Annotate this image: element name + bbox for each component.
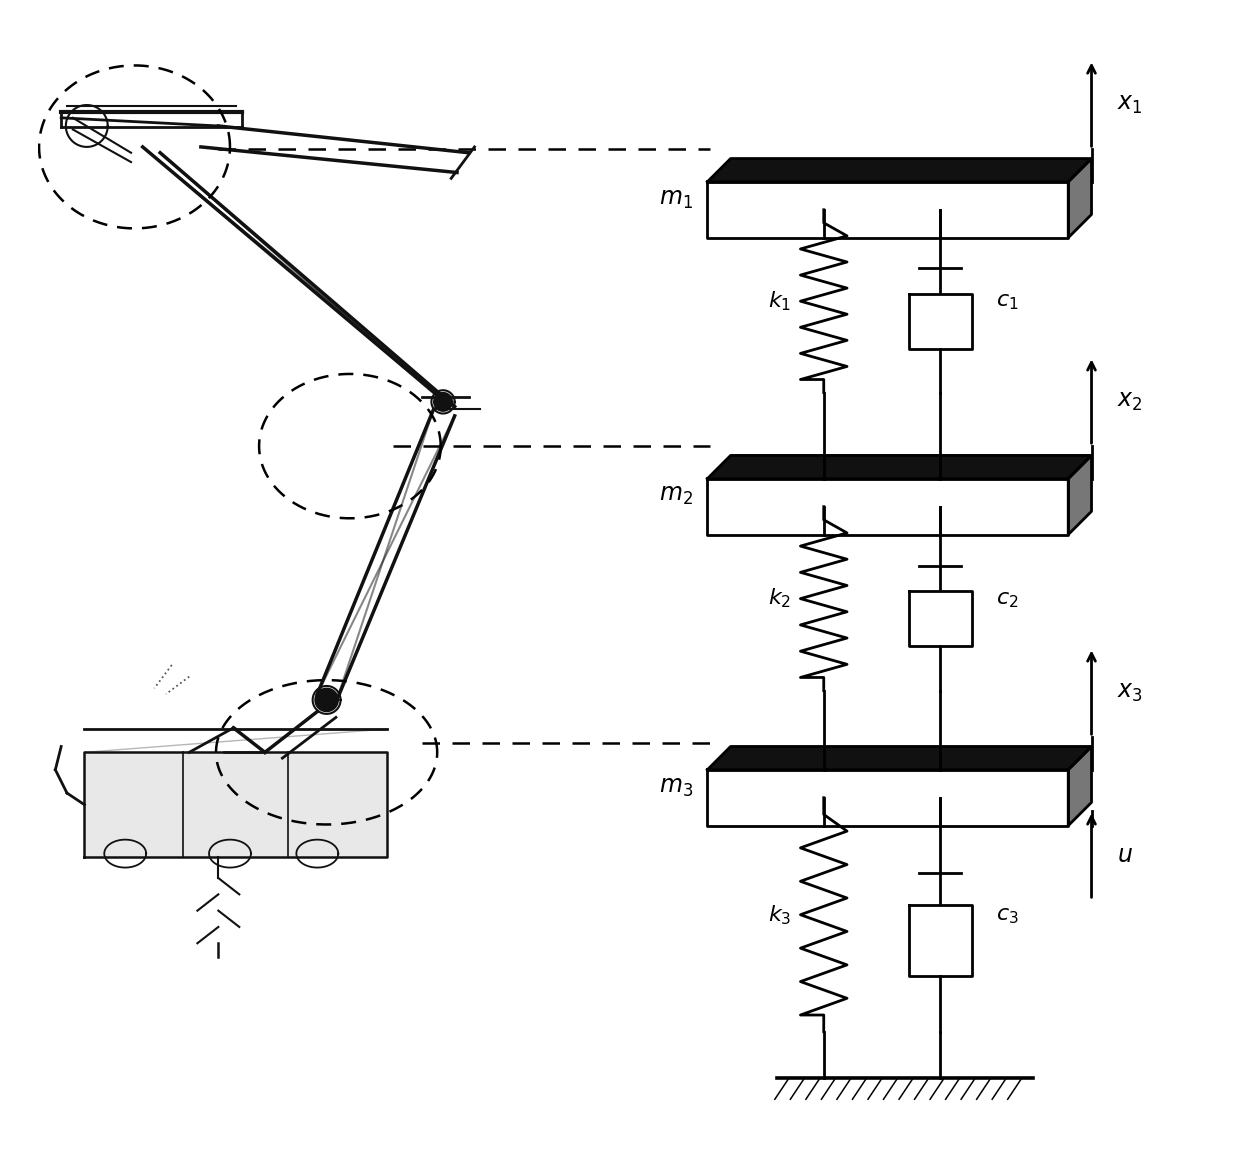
Polygon shape	[84, 753, 387, 857]
Polygon shape	[707, 159, 1091, 182]
Polygon shape	[1068, 455, 1091, 534]
Polygon shape	[315, 689, 339, 712]
Polygon shape	[707, 455, 1091, 478]
Polygon shape	[1068, 747, 1091, 826]
Polygon shape	[707, 478, 1068, 534]
Text: $m_1$: $m_1$	[660, 187, 693, 210]
Polygon shape	[909, 592, 972, 647]
Polygon shape	[909, 906, 972, 976]
Text: $x_2$: $x_2$	[1117, 390, 1142, 413]
Text: $m_3$: $m_3$	[660, 775, 693, 798]
Polygon shape	[707, 747, 1091, 770]
Text: $m_2$: $m_2$	[660, 483, 693, 508]
Text: $k_2$: $k_2$	[768, 587, 791, 610]
Text: $c_3$: $c_3$	[996, 903, 1019, 925]
Polygon shape	[707, 182, 1068, 238]
Polygon shape	[1068, 159, 1091, 238]
Text: $k_1$: $k_1$	[768, 289, 791, 313]
Text: $c_1$: $c_1$	[996, 291, 1018, 313]
Polygon shape	[434, 392, 453, 411]
Text: $c_2$: $c_2$	[996, 588, 1018, 609]
Text: $k_3$: $k_3$	[768, 903, 791, 927]
Text: $x_1$: $x_1$	[1117, 92, 1142, 117]
Polygon shape	[909, 294, 972, 349]
Text: $u$: $u$	[1117, 844, 1133, 867]
Polygon shape	[707, 770, 1068, 826]
Text: $x_3$: $x_3$	[1117, 680, 1143, 705]
